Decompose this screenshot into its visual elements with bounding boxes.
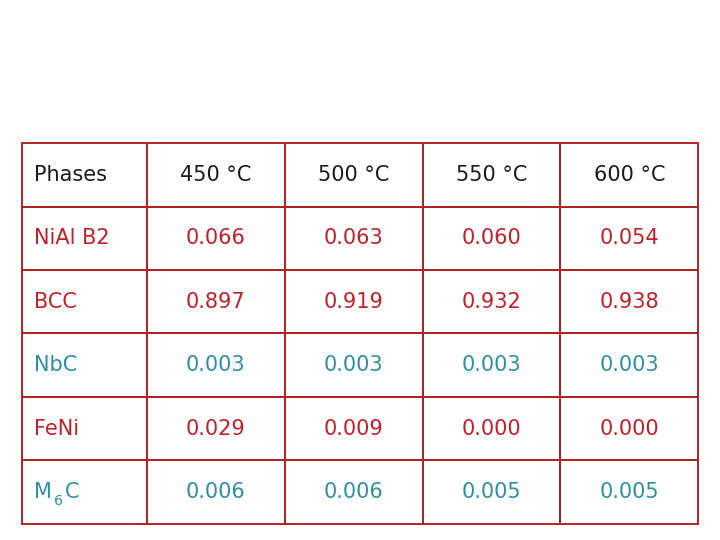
Text: 0.003: 0.003 bbox=[600, 355, 660, 375]
Bar bbox=[147, 460, 284, 524]
Bar bbox=[284, 333, 423, 397]
Bar bbox=[147, 397, 284, 460]
Bar bbox=[284, 143, 423, 206]
Text: 0.054: 0.054 bbox=[600, 228, 660, 248]
Bar bbox=[22, 270, 147, 333]
Text: 0.919: 0.919 bbox=[323, 292, 384, 312]
Text: 600 °C: 600 °C bbox=[594, 165, 665, 185]
Bar bbox=[423, 397, 560, 460]
Text: C: C bbox=[65, 482, 79, 502]
Text: 0.938: 0.938 bbox=[600, 292, 660, 312]
Text: 0.003: 0.003 bbox=[186, 355, 246, 375]
Text: 0.000: 0.000 bbox=[600, 418, 660, 438]
Text: 0.003: 0.003 bbox=[462, 355, 521, 375]
Text: 450 °C: 450 °C bbox=[180, 165, 251, 185]
Bar bbox=[147, 270, 284, 333]
Text: 0.003: 0.003 bbox=[324, 355, 383, 375]
Bar bbox=[560, 397, 698, 460]
Text: 0.000: 0.000 bbox=[462, 418, 521, 438]
Text: BCC: BCC bbox=[34, 292, 76, 312]
Bar bbox=[284, 270, 423, 333]
Bar bbox=[147, 206, 284, 270]
Text: 0.005: 0.005 bbox=[462, 482, 521, 502]
Bar bbox=[423, 143, 560, 206]
Text: NiAl B2: NiAl B2 bbox=[34, 228, 109, 248]
Bar bbox=[22, 460, 147, 524]
Text: NbC: NbC bbox=[34, 355, 77, 375]
Text: 0.066: 0.066 bbox=[186, 228, 246, 248]
Bar bbox=[560, 206, 698, 270]
Bar bbox=[423, 333, 560, 397]
Bar bbox=[560, 333, 698, 397]
Bar bbox=[423, 270, 560, 333]
Text: FeNi: FeNi bbox=[34, 418, 79, 438]
Bar bbox=[22, 206, 147, 270]
Bar bbox=[560, 143, 698, 206]
Text: 0.060: 0.060 bbox=[462, 228, 521, 248]
Bar bbox=[284, 460, 423, 524]
Bar bbox=[423, 460, 560, 524]
Text: 6: 6 bbox=[54, 494, 63, 508]
Text: 0.005: 0.005 bbox=[600, 482, 660, 502]
Bar bbox=[284, 206, 423, 270]
Bar bbox=[22, 333, 147, 397]
Text: Phases: Phases bbox=[34, 165, 107, 185]
Text: 0.006: 0.006 bbox=[324, 482, 384, 502]
Text: 0.063: 0.063 bbox=[324, 228, 384, 248]
Text: 0.897: 0.897 bbox=[186, 292, 246, 312]
Bar bbox=[423, 206, 560, 270]
Bar bbox=[284, 397, 423, 460]
Text: 0.009: 0.009 bbox=[324, 418, 384, 438]
Bar bbox=[22, 397, 147, 460]
Bar bbox=[560, 270, 698, 333]
Text: Fe-12.94Ni-1.61Al-1.01Mo-0.23Nb-0.046C: Fe-12.94Ni-1.61Al-1.01Mo-0.23Nb-0.046C bbox=[36, 80, 457, 99]
Text: 0.029: 0.029 bbox=[186, 418, 246, 438]
Text: 0.006: 0.006 bbox=[186, 482, 246, 502]
Bar bbox=[22, 143, 147, 206]
Text: 500 °C: 500 °C bbox=[318, 165, 390, 185]
Bar bbox=[147, 143, 284, 206]
Bar bbox=[147, 333, 284, 397]
Text: 550 °C: 550 °C bbox=[456, 165, 527, 185]
Text: M: M bbox=[34, 482, 52, 502]
Text: Thermodynamic calculations: Thermodynamic calculations bbox=[36, 29, 441, 53]
Text: 0.932: 0.932 bbox=[462, 292, 521, 312]
Bar bbox=[560, 460, 698, 524]
